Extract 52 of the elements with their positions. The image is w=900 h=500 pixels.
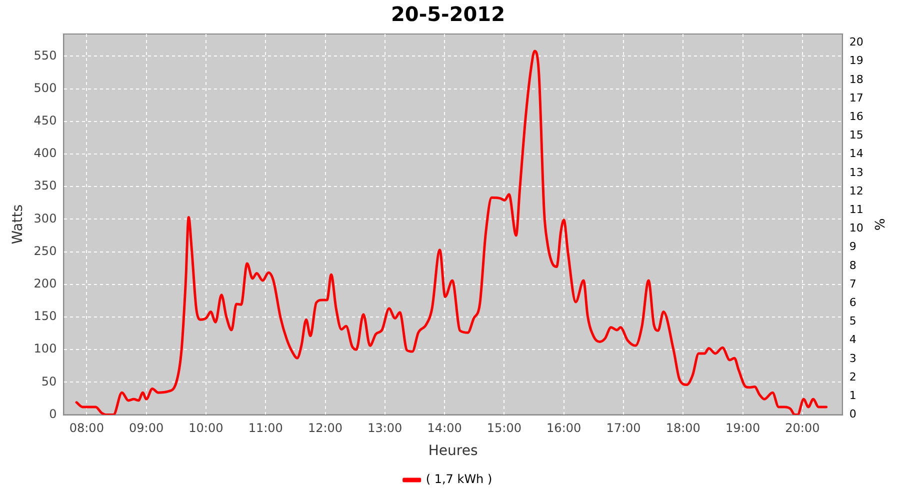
y2-tick-label: 4	[849, 333, 856, 346]
y2-tick-label: 17	[849, 91, 864, 104]
y2-tick-label: 13	[849, 166, 864, 179]
y2-tick-label: 19	[849, 54, 864, 68]
y2-tick-label: 6	[849, 296, 856, 310]
y2-tick-label: 14	[849, 147, 864, 160]
y-tick-label: 50	[41, 374, 57, 388]
y2-tick-label: 15	[849, 128, 864, 142]
x-tick-label: 16:00	[546, 421, 582, 436]
y-tick-label: 200	[34, 276, 57, 291]
y2-tick-label: 20	[849, 36, 864, 49]
y-tick-label: 300	[34, 211, 57, 226]
x-tick-label: 11:00	[248, 421, 283, 436]
x-tick-label: 18:00	[666, 421, 700, 436]
x-tick-label: 10:00	[188, 421, 224, 436]
y2-tick-label: 0	[849, 408, 856, 421]
legend-label: ( 1,7 kWh )	[426, 472, 492, 486]
y2-tick-label: 12	[849, 184, 864, 198]
y2-tick-label: 18	[849, 72, 864, 86]
x-tick-label: 19:00	[725, 421, 760, 436]
y2-axis-title: %	[870, 218, 886, 231]
y2-tick-label: 9	[849, 240, 856, 254]
y2-tick-label: 1	[849, 389, 856, 402]
y-axis-title: Watts	[10, 204, 26, 244]
y-tick-label: 450	[34, 114, 57, 128]
y-tick-label: 250	[34, 244, 57, 258]
y-tick-label: 350	[34, 178, 57, 193]
y-tick-label: 150	[34, 309, 57, 324]
y-tick-label: 500	[34, 80, 57, 95]
y2-tick-label: 10	[849, 222, 864, 235]
x-tick-label: 08:00	[69, 421, 104, 436]
line-series	[75, 50, 828, 415]
x-tick-label: 20:00	[785, 421, 820, 436]
y2-tick-label: 11	[849, 203, 864, 216]
y-tick-label: 0	[49, 406, 57, 421]
y2-tick-label: 5	[849, 314, 856, 328]
y2-tick-label: 16	[849, 110, 864, 124]
x-tick-label: 13:00	[368, 421, 402, 436]
x-tick-label: 15:00	[486, 421, 522, 436]
x-axis-title: Heures	[428, 443, 478, 460]
chart-title: 20-5-2012	[390, 2, 506, 26]
y2-tick-label: 8	[849, 258, 856, 272]
x-tick-label: 17:00	[606, 421, 641, 436]
y-tick-label: 400	[34, 146, 57, 160]
y-tick-label: 550	[34, 48, 57, 62]
x-tick-label: 09:00	[129, 421, 164, 436]
y2-tick-label: 2	[849, 370, 856, 384]
y-tick-label: 100	[34, 342, 57, 356]
y2-tick-label: 3	[849, 352, 856, 365]
x-tick-label: 12:00	[308, 421, 343, 436]
y2-tick-label: 7	[849, 277, 856, 290]
x-tick-label: 14:00	[427, 421, 462, 436]
